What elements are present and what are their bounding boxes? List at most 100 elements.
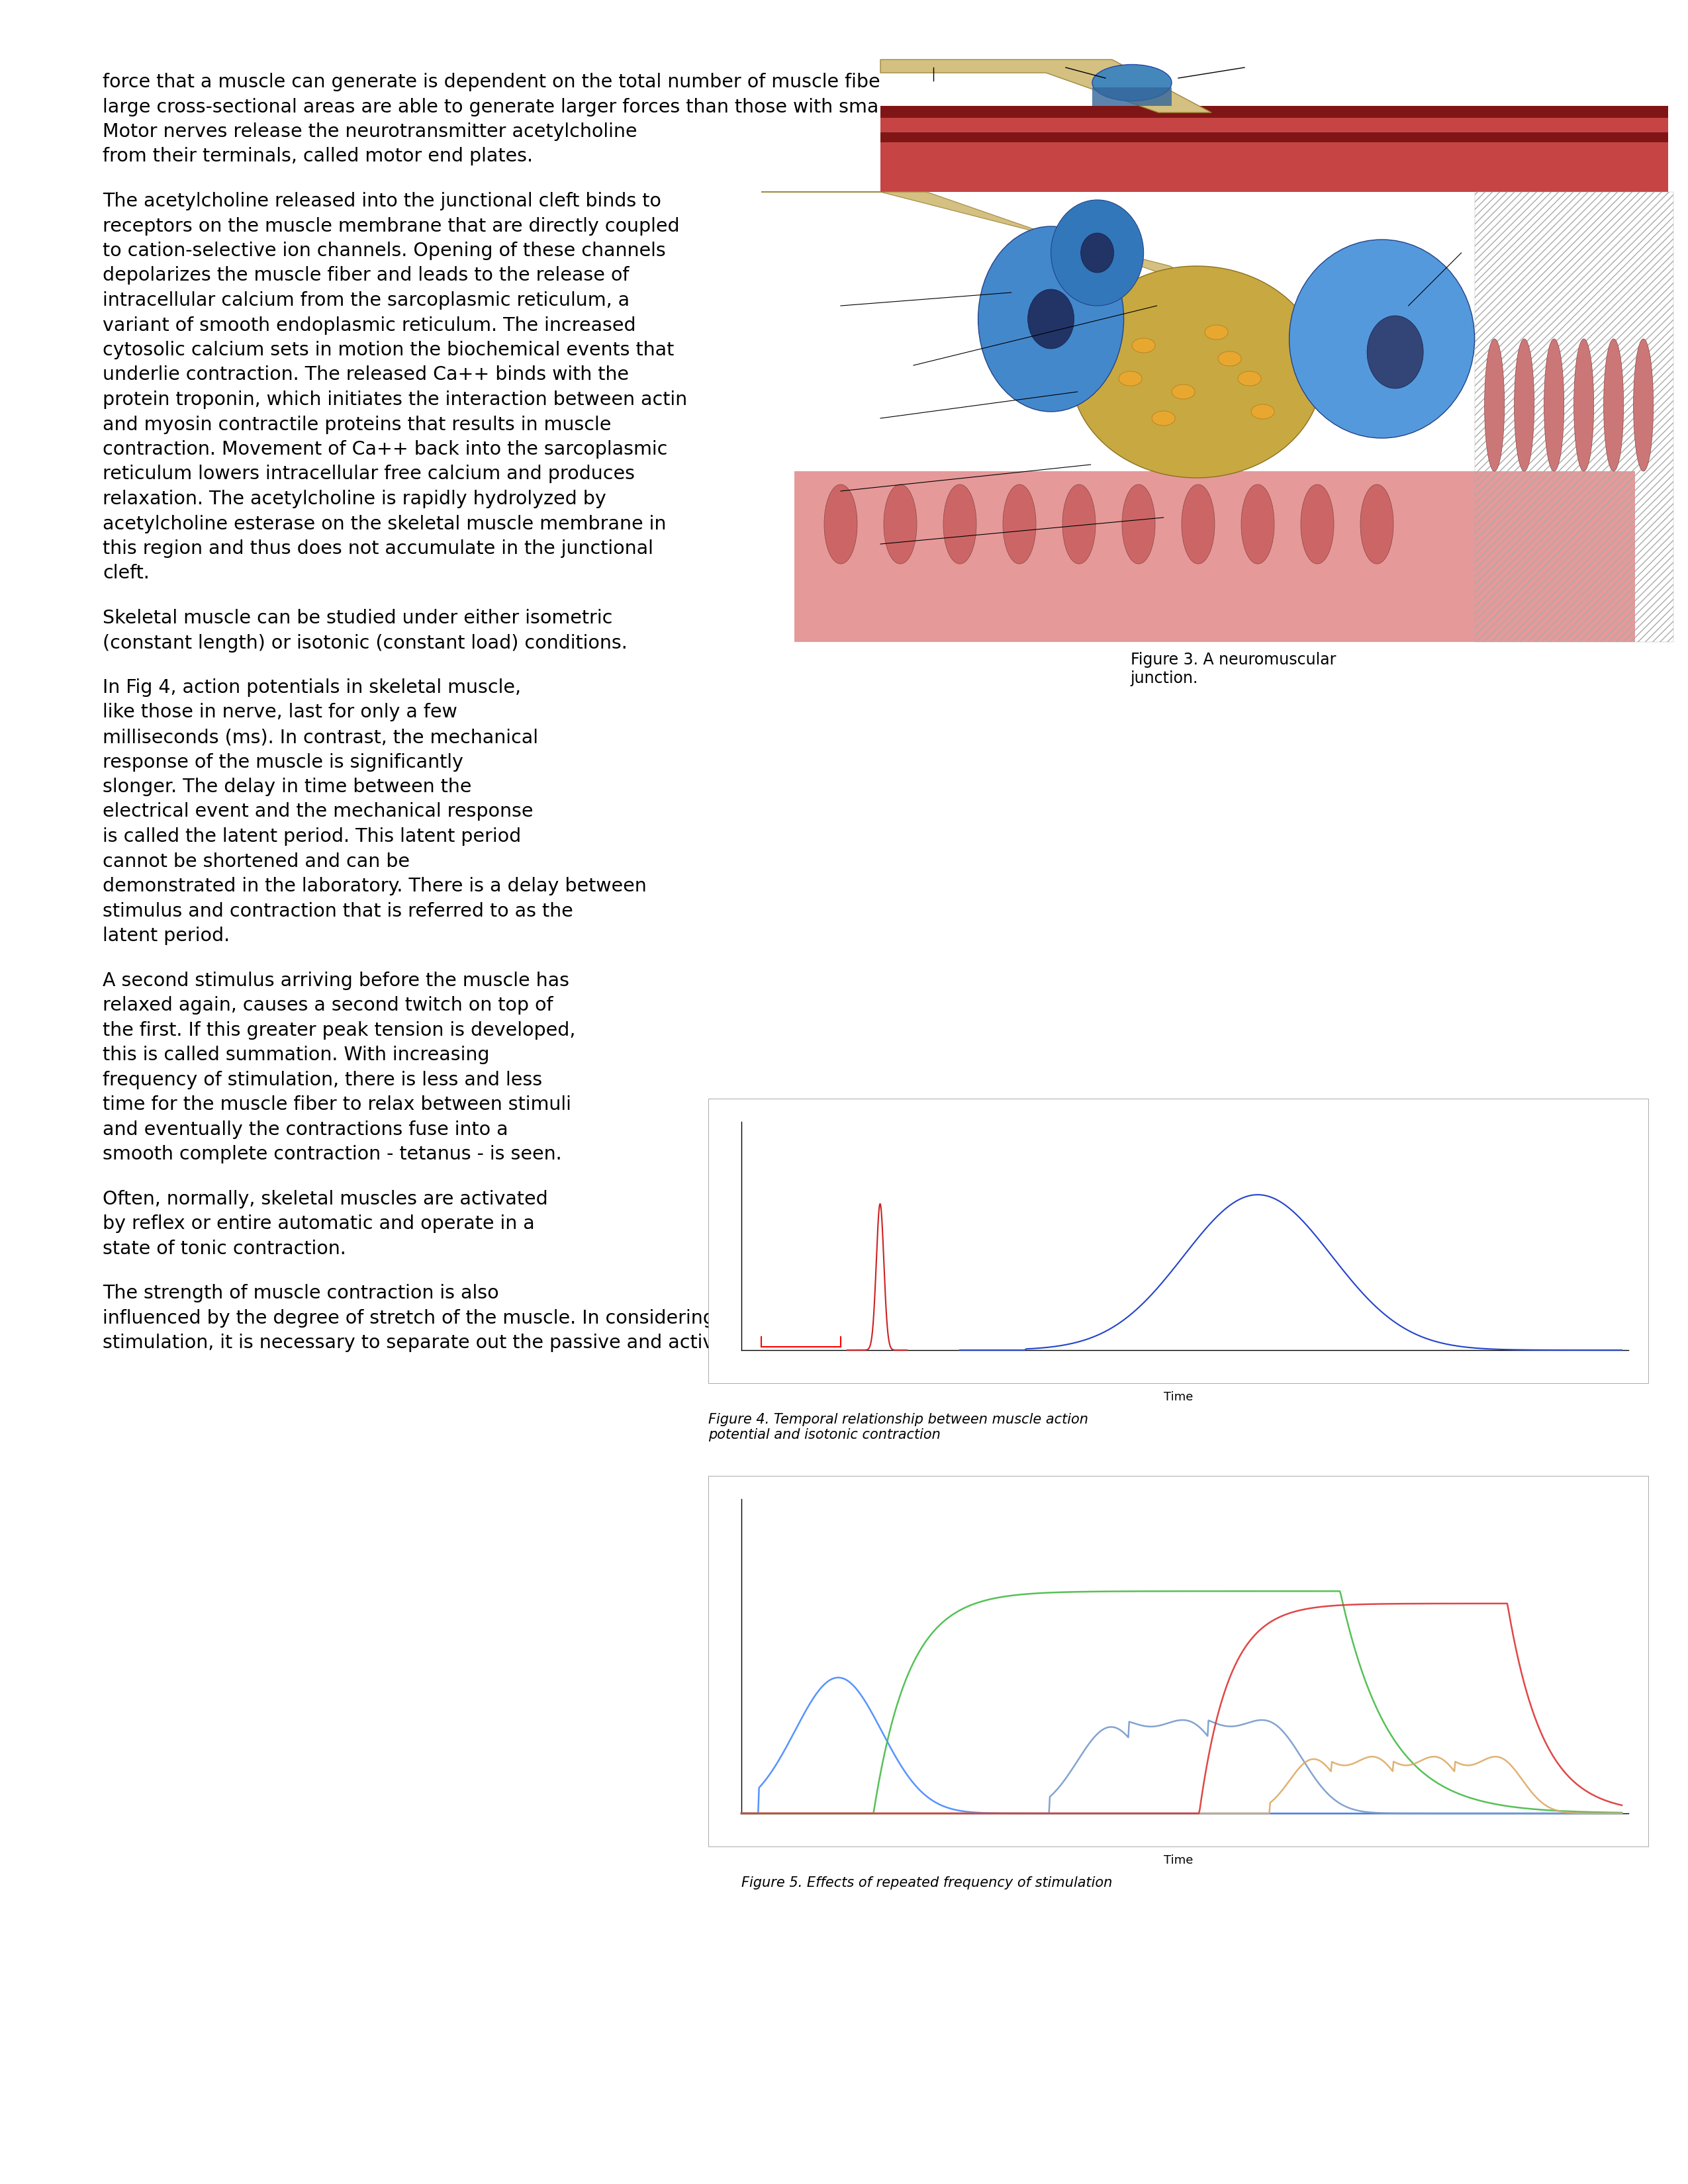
Ellipse shape: [1003, 485, 1036, 563]
Text: slonger. The delay in time between the: slonger. The delay in time between the: [103, 778, 471, 797]
Ellipse shape: [977, 227, 1124, 411]
Text: to cation-selective ion channels. Opening of these channels: to cation-selective ion channels. Openin…: [103, 242, 665, 260]
Text: contraction. Movement of Ca++ back into the sarcoplasmic: contraction. Movement of Ca++ back into …: [103, 441, 667, 459]
Ellipse shape: [1237, 371, 1261, 387]
Text: from their terminals, called motor end plates.: from their terminals, called motor end p…: [103, 146, 533, 166]
Text: electrical event and the mechanical response: electrical event and the mechanical resp…: [103, 802, 533, 821]
Ellipse shape: [1573, 339, 1593, 472]
Ellipse shape: [1367, 317, 1423, 389]
Text: ACh
receptors: ACh receptors: [1134, 614, 1192, 638]
Bar: [795, 472, 1636, 642]
Text: relaxation. The acetylcholine is rapidly hydrolyzed by: relaxation. The acetylcholine is rapidly…: [103, 489, 606, 509]
Ellipse shape: [1604, 339, 1624, 472]
Bar: [1475, 192, 1673, 642]
Text: variant of smooth endoplasmic reticulum. The increased: variant of smooth endoplasmic reticulum.…: [103, 317, 636, 334]
Text: the first. If this greater peak tension is developed,: the first. If this greater peak tension …: [103, 1020, 576, 1040]
Text: frequency of stimulation, there is less and less: frequency of stimulation, there is less …: [103, 1070, 542, 1090]
Text: and myosin contractile proteins that results in muscle: and myosin contractile proteins that res…: [103, 415, 611, 435]
Bar: [881, 105, 1668, 118]
Text: influenced by the degree of stretch of the muscle. In considering the force of t: influenced by the degree of stretch of t…: [103, 1308, 1099, 1328]
Text: stimulus and contraction that is referred to as the: stimulus and contraction that is referre…: [103, 902, 574, 919]
Ellipse shape: [1062, 485, 1096, 563]
Text: latent period.: latent period.: [103, 926, 230, 946]
Text: acetylcholine esterase on the skeletal muscle membrane in: acetylcholine esterase on the skeletal m…: [103, 515, 667, 533]
Text: protein troponin, which initiates the interaction between actin: protein troponin, which initiates the in…: [103, 391, 687, 408]
Bar: [1092, 87, 1171, 105]
Text: reticulum lowers intracellular free calcium and produces: reticulum lowers intracellular free calc…: [103, 465, 635, 483]
Text: Membrane
recycling: Membrane recycling: [1475, 393, 1539, 417]
Text: stimulation, it is necessary to separate out the passive and active forces. The : stimulation, it is necessary to separate…: [103, 1334, 1074, 1352]
Text: (constant length) or isotonic (constant load) conditions.: (constant length) or isotonic (constant …: [103, 633, 628, 653]
Text: Action potential: Action potential: [827, 1101, 930, 1114]
Bar: [709, 1099, 1647, 1382]
Text: Force: Force: [709, 1655, 741, 1666]
Ellipse shape: [1151, 411, 1175, 426]
Text: A second stimulus arriving before the muscle has: A second stimulus arriving before the mu…: [103, 972, 569, 989]
Text: depolarizes the muscle fiber and leads to the release of: depolarizes the muscle fiber and leads t…: [103, 266, 630, 284]
Text: Figure 3. A neuromuscular
junction.: Figure 3. A neuromuscular junction.: [1131, 651, 1335, 686]
Text: Time: Time: [1163, 1391, 1193, 1402]
Text: The acetylcholine released into the junctional cleft binds to: The acetylcholine released into the junc…: [103, 192, 662, 210]
Text: AChE on
basal lamina: AChE on basal lamina: [1357, 614, 1433, 638]
Text: Postjunctional
membrane: Postjunctional membrane: [768, 531, 851, 557]
Bar: [881, 133, 1668, 142]
Ellipse shape: [1290, 240, 1475, 439]
Polygon shape: [761, 192, 1217, 293]
Text: state of tonic contraction.: state of tonic contraction.: [103, 1238, 346, 1258]
Text: is called the latent period. This latent period: is called the latent period. This latent…: [103, 828, 522, 845]
Text: Axon: Axon: [881, 345, 910, 358]
Text: In Fig 4, action potentials in skeletal muscle,: In Fig 4, action potentials in skeletal …: [103, 679, 522, 697]
Text: time for the muscle fiber to relax between stimuli: time for the muscle fiber to relax betwe…: [103, 1096, 571, 1114]
Ellipse shape: [1123, 485, 1155, 563]
Text: Figure 5. Effects of repeated frequency of stimulation: Figure 5. Effects of repeated frequency …: [741, 1876, 1112, 1889]
Ellipse shape: [1133, 339, 1155, 354]
Ellipse shape: [1182, 485, 1215, 563]
Text: response of the muscle is significantly: response of the muscle is significantly: [103, 753, 463, 771]
Text: milliseconds (ms). In contrast, the mechanical: milliseconds (ms). In contrast, the mech…: [103, 727, 538, 747]
Text: Myelin: Myelin: [913, 61, 952, 72]
Ellipse shape: [1251, 404, 1274, 419]
Text: this is called summation. With increasing: this is called summation. With increasin…: [103, 1046, 490, 1064]
Text: cleft.: cleft.: [103, 563, 150, 583]
Ellipse shape: [885, 485, 917, 563]
Text: by reflex or entire automatic and operate in a: by reflex or entire automatic and operat…: [103, 1214, 535, 1234]
Ellipse shape: [1514, 339, 1534, 472]
Ellipse shape: [824, 485, 858, 563]
Ellipse shape: [1028, 288, 1074, 349]
Text: The strength of muscle contraction is also: The strength of muscle contraction is al…: [103, 1284, 500, 1302]
Ellipse shape: [1484, 339, 1504, 472]
Text: Part of
Schwann cell: Part of Schwann cell: [768, 280, 846, 306]
Ellipse shape: [1052, 201, 1143, 306]
Text: Often, normally, skeletal muscles are activated: Often, normally, skeletal muscles are ac…: [103, 1190, 549, 1208]
Text: demonstrated in the laboratory. There is a delay between: demonstrated in the laboratory. There is…: [103, 878, 647, 895]
Text: force that a muscle can generate is dependent on the total number of muscle fibe: force that a muscle can generate is depe…: [103, 72, 1062, 92]
Text: Choline
uptake: Choline uptake: [782, 590, 825, 616]
Text: underlie contraction. The released Ca++ binds with the: underlie contraction. The released Ca++ …: [103, 365, 630, 384]
Text: Time: Time: [1163, 1854, 1193, 1867]
Ellipse shape: [1119, 371, 1143, 387]
Ellipse shape: [1301, 485, 1334, 563]
Ellipse shape: [1361, 485, 1393, 563]
Text: relaxed again, causes a second twitch on top of: relaxed again, causes a second twitch on…: [103, 996, 554, 1016]
Ellipse shape: [1219, 352, 1241, 367]
Text: cytosolic calcium sets in motion the biochemical events that: cytosolic calcium sets in motion the bio…: [103, 341, 674, 360]
Bar: [761, 192, 1668, 642]
Text: Basal
lamina: Basal lamina: [768, 478, 809, 505]
Text: like those in nerve, last for only a few: like those in nerve, last for only a few: [103, 703, 457, 721]
Text: Schwann cell: Schwann cell: [1205, 61, 1283, 72]
Ellipse shape: [1171, 384, 1195, 400]
Ellipse shape: [944, 485, 976, 563]
Text: smooth complete contraction - tetanus - is seen.: smooth complete contraction - tetanus - …: [103, 1144, 562, 1164]
Text: Schwann cell: Schwann cell: [1475, 247, 1553, 258]
Bar: [881, 105, 1668, 192]
Text: ACh: ACh: [1264, 627, 1288, 638]
Ellipse shape: [1205, 325, 1227, 339]
Text: cannot be shortened and can be: cannot be shortened and can be: [103, 852, 410, 871]
Text: Motor nerves release the neurotransmitter acetylcholine: Motor nerves release the neurotransmitte…: [103, 122, 636, 142]
Ellipse shape: [1080, 234, 1114, 273]
Text: Twitch: Twitch: [1237, 1101, 1278, 1114]
Ellipse shape: [1634, 339, 1653, 472]
Polygon shape: [881, 59, 1212, 114]
Text: Muscle
fibre: Muscle fibre: [1624, 140, 1664, 166]
Ellipse shape: [1545, 339, 1565, 472]
